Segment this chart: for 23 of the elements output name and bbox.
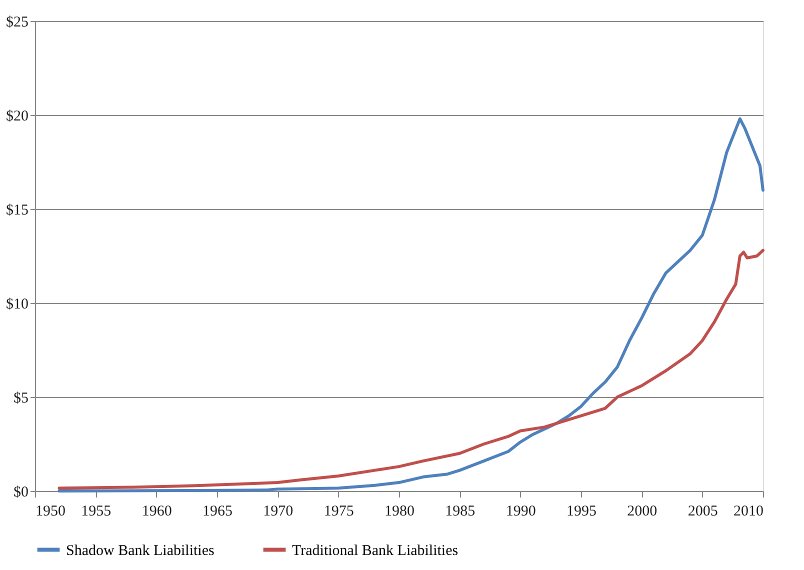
line-series [58, 248, 764, 490]
legend-label: Traditional Bank Liabilities [292, 542, 458, 559]
y-tick-label: $20 [6, 108, 28, 124]
x-tick-label: 1960 [142, 504, 172, 520]
x-tick-label: 1970 [263, 504, 294, 520]
line-series [58, 117, 764, 492]
x-tick-label: 1950 [36, 504, 66, 520]
x-tick-label: 1980 [384, 504, 414, 520]
y-tick-label: $0 [14, 484, 28, 500]
y-tick-label: $10 [6, 296, 28, 312]
x-tick-label: 2000 [627, 504, 658, 520]
x-tick-label: 1975 [324, 504, 354, 520]
x-tick-label: 2010 [734, 504, 764, 520]
y-tick-label: $5 [14, 390, 28, 406]
x-tick-label: 1955 [81, 504, 112, 520]
x-tick-label: 1965 [202, 504, 232, 520]
x-tick-label: 1990 [506, 504, 536, 520]
x-tick-label: 1995 [566, 504, 596, 520]
y-tick-label: $25 [6, 14, 28, 30]
x-tick-label: 2005 [688, 504, 718, 520]
x-tick-label: 1985 [445, 504, 476, 520]
legend-label: Shadow Bank Liabilities [66, 542, 214, 559]
y-tick-label: $15 [6, 202, 28, 218]
